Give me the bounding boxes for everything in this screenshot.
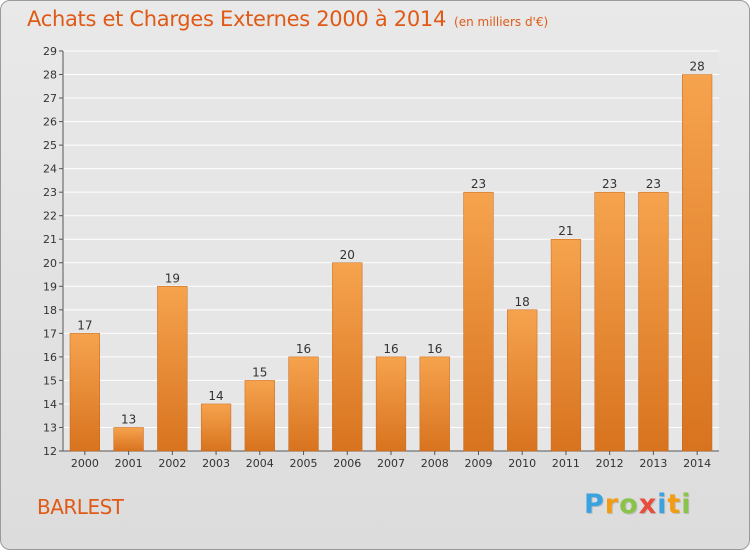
bar: [419, 356, 450, 452]
x-tick-label: 2003: [202, 457, 230, 470]
x-tick-label: 2002: [158, 457, 186, 470]
y-tick-label: 18: [43, 304, 57, 317]
bar-value-label: 16: [383, 342, 398, 356]
x-tick-label: 2014: [683, 457, 711, 470]
y-tick-label: 26: [43, 116, 57, 129]
x-tick-label: 2000: [71, 457, 99, 470]
title-text: Achats et Charges Externes 2000 à 2014: [27, 7, 447, 31]
x-tick-label: 2012: [596, 457, 624, 470]
y-tick-label: 15: [43, 374, 57, 387]
logo-letter: i: [657, 489, 668, 520]
logo-letter: t: [667, 489, 682, 520]
x-tick-label: 2001: [115, 457, 143, 470]
place-label: BARLEST: [37, 495, 124, 519]
bar-value-label: 15: [252, 365, 267, 379]
x-tick-label: 2006: [333, 457, 361, 470]
logo-letter: x: [638, 489, 658, 520]
y-tick-label: 19: [43, 280, 57, 293]
bar-value-label: 16: [427, 342, 442, 356]
bar: [157, 286, 188, 452]
bar: [682, 74, 713, 452]
bar-value-label: 23: [471, 177, 486, 191]
x-tick-label: 2013: [639, 457, 667, 470]
bar: [113, 427, 144, 452]
x-tick-label: 2008: [421, 457, 449, 470]
bar: [69, 333, 100, 452]
y-tick-label: 27: [43, 92, 57, 105]
x-tick-label: 2010: [508, 457, 536, 470]
bar: [638, 191, 669, 452]
x-tick-label: 2005: [290, 457, 318, 470]
bar: [463, 191, 494, 452]
bar: [244, 380, 275, 452]
y-tick-label: 20: [43, 257, 57, 270]
logo-letter: o: [619, 489, 639, 520]
bar-value-label: 23: [646, 177, 661, 191]
x-tick-label: 2011: [552, 457, 580, 470]
bar-value-label: 19: [165, 271, 180, 285]
bar-value-label: 17: [77, 318, 92, 332]
y-tick-label: 25: [43, 139, 57, 152]
bar: [288, 356, 319, 452]
x-tick-label: 2007: [377, 457, 405, 470]
y-tick-label: 13: [43, 421, 57, 434]
bar: [507, 309, 538, 452]
y-tick-label: 21: [43, 233, 57, 246]
bar-value-label: 14: [208, 389, 223, 403]
bar-value-label: 28: [689, 60, 704, 74]
proxiti-logo: Proxiti: [584, 489, 692, 520]
x-tick-label: 2009: [464, 457, 492, 470]
bar: [332, 262, 363, 452]
y-tick-label: 23: [43, 186, 57, 199]
y-tick-label: 29: [43, 45, 57, 58]
bar-value-label: 21: [558, 224, 573, 238]
logo-letter: P: [584, 489, 605, 520]
chart-title: Achats et Charges Externes 2000 à 2014 (e…: [27, 7, 548, 31]
bar-value-label: 13: [121, 412, 136, 426]
y-tick-label: 12: [43, 445, 57, 458]
y-tick-label: 28: [43, 69, 57, 82]
bar: [550, 238, 582, 452]
bar-value-label: 16: [296, 342, 311, 356]
bar: [375, 356, 407, 452]
x-tick-label: 2004: [246, 457, 274, 470]
y-tick-label: 14: [43, 398, 57, 411]
bar-value-label: 20: [340, 248, 355, 262]
logo-letter: r: [604, 489, 620, 520]
bar: [594, 191, 625, 452]
bar: [200, 403, 232, 452]
y-tick-label: 22: [43, 210, 57, 223]
subtitle-text: (en milliers d'€): [454, 15, 549, 29]
y-tick-label: 17: [43, 327, 57, 340]
bar-value-label: 18: [515, 295, 530, 309]
bar-value-label: 23: [602, 177, 617, 191]
y-tick-label: 16: [43, 351, 57, 364]
y-tick-label: 24: [43, 163, 57, 176]
logo-letter: i: [681, 489, 692, 520]
